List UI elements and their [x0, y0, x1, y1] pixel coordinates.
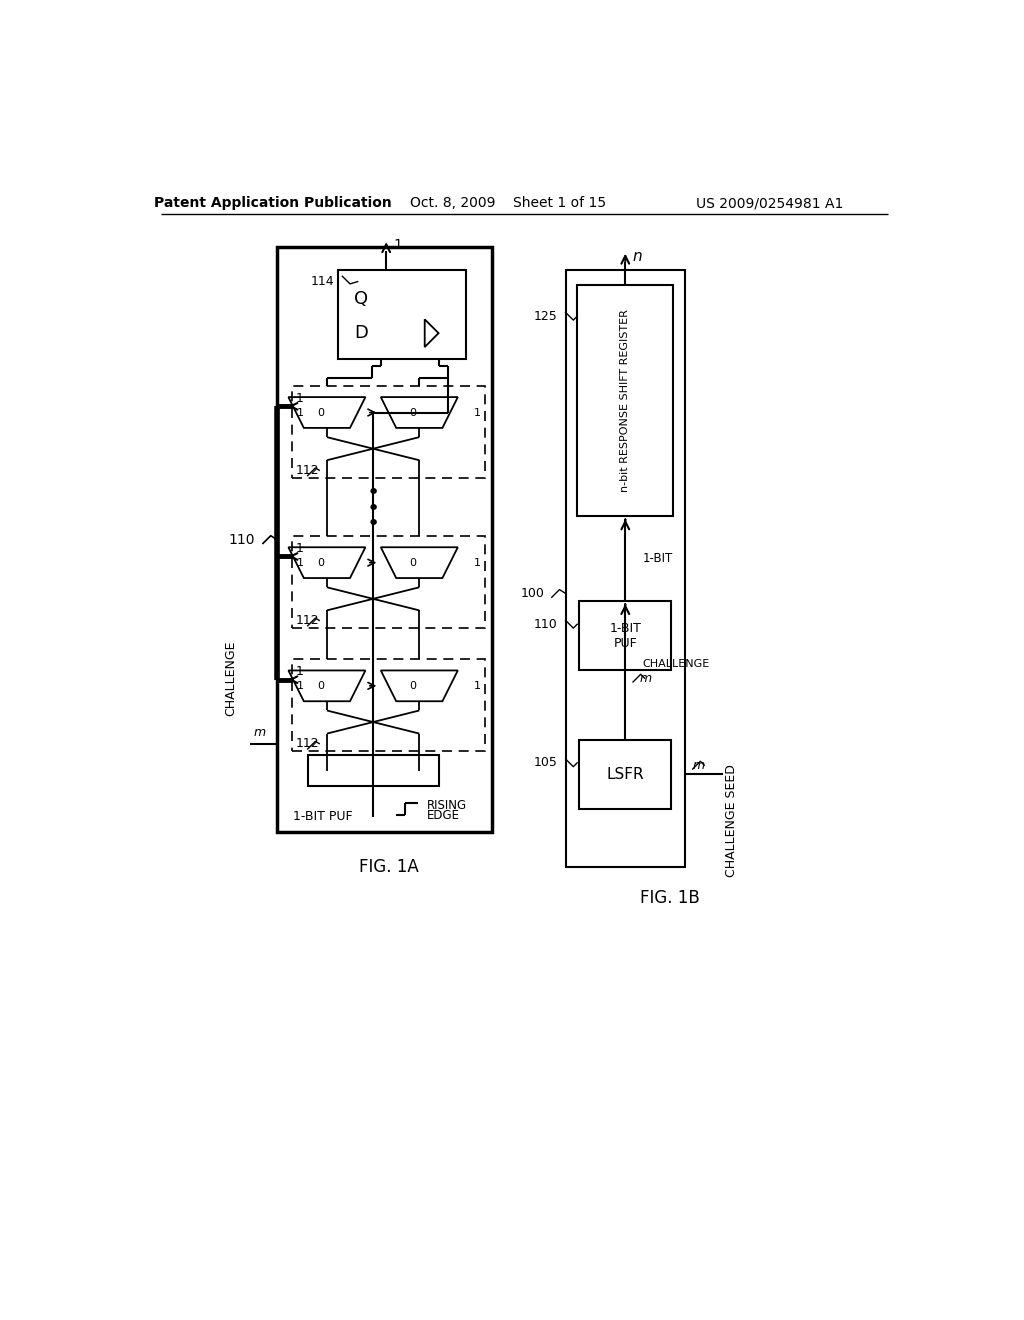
- Text: Patent Application Publication: Patent Application Publication: [155, 197, 392, 210]
- Text: n: n: [633, 248, 642, 264]
- Text: PUF: PUF: [613, 638, 637, 649]
- Text: CHALLENGE: CHALLENGE: [642, 659, 710, 669]
- Text: 1: 1: [296, 392, 304, 405]
- Text: 100: 100: [520, 587, 544, 601]
- Text: 1: 1: [393, 239, 402, 252]
- Text: CHALLENGE SEED: CHALLENGE SEED: [725, 764, 737, 876]
- Bar: [580, 601, 671, 671]
- Text: •: •: [367, 483, 380, 503]
- Bar: [339, 271, 466, 359]
- Text: FIG. 1B: FIG. 1B: [640, 888, 699, 907]
- Text: 110: 110: [535, 618, 558, 631]
- Text: 110: 110: [228, 532, 255, 546]
- Text: 1: 1: [297, 408, 303, 417]
- Text: 0: 0: [410, 408, 417, 417]
- Text: 1-BIT: 1-BIT: [609, 622, 641, 635]
- Text: •: •: [367, 499, 380, 519]
- Text: Q: Q: [354, 290, 369, 309]
- Text: 112: 112: [296, 737, 319, 750]
- Bar: [307, 755, 438, 785]
- Text: m: m: [693, 759, 705, 772]
- Text: RISING: RISING: [427, 799, 467, 812]
- Bar: [565, 271, 685, 867]
- Text: 0: 0: [410, 557, 417, 568]
- Text: CHALLENGE: CHALLENGE: [224, 640, 238, 715]
- Text: LSFR: LSFR: [606, 767, 644, 781]
- Text: 1: 1: [473, 408, 480, 417]
- Text: 1: 1: [473, 681, 480, 690]
- Bar: [292, 659, 484, 751]
- Bar: [580, 739, 671, 809]
- Text: 1: 1: [297, 557, 303, 568]
- Bar: [276, 247, 493, 832]
- Text: •: •: [367, 515, 380, 535]
- Text: 0: 0: [317, 681, 325, 690]
- Bar: [578, 285, 674, 516]
- Bar: [292, 385, 484, 478]
- Text: 1-BIT PUF: 1-BIT PUF: [293, 810, 353, 824]
- Text: 105: 105: [535, 756, 558, 770]
- Bar: [292, 536, 484, 628]
- Text: 112: 112: [296, 463, 319, 477]
- Text: US 2009/0254981 A1: US 2009/0254981 A1: [696, 197, 844, 210]
- Text: 125: 125: [535, 310, 558, 323]
- Text: 1: 1: [473, 557, 480, 568]
- Text: FIG. 1A: FIG. 1A: [358, 858, 419, 875]
- Text: n-bit RESPONSE SHIFT REGISTER: n-bit RESPONSE SHIFT REGISTER: [621, 309, 631, 492]
- Text: m: m: [254, 726, 266, 739]
- Text: 0: 0: [317, 557, 325, 568]
- Text: 114: 114: [311, 275, 335, 288]
- Text: D: D: [354, 325, 369, 342]
- Text: EDGE: EDGE: [427, 809, 460, 822]
- Text: 1-BIT: 1-BIT: [642, 552, 673, 565]
- Text: 0: 0: [410, 681, 417, 690]
- Text: 1: 1: [297, 681, 303, 690]
- Text: 112: 112: [296, 614, 319, 627]
- Text: Oct. 8, 2009    Sheet 1 of 15: Oct. 8, 2009 Sheet 1 of 15: [410, 197, 606, 210]
- Text: 1: 1: [296, 543, 304, 556]
- Text: 1: 1: [296, 665, 304, 678]
- Text: 0: 0: [317, 408, 325, 417]
- Text: m: m: [639, 672, 651, 685]
